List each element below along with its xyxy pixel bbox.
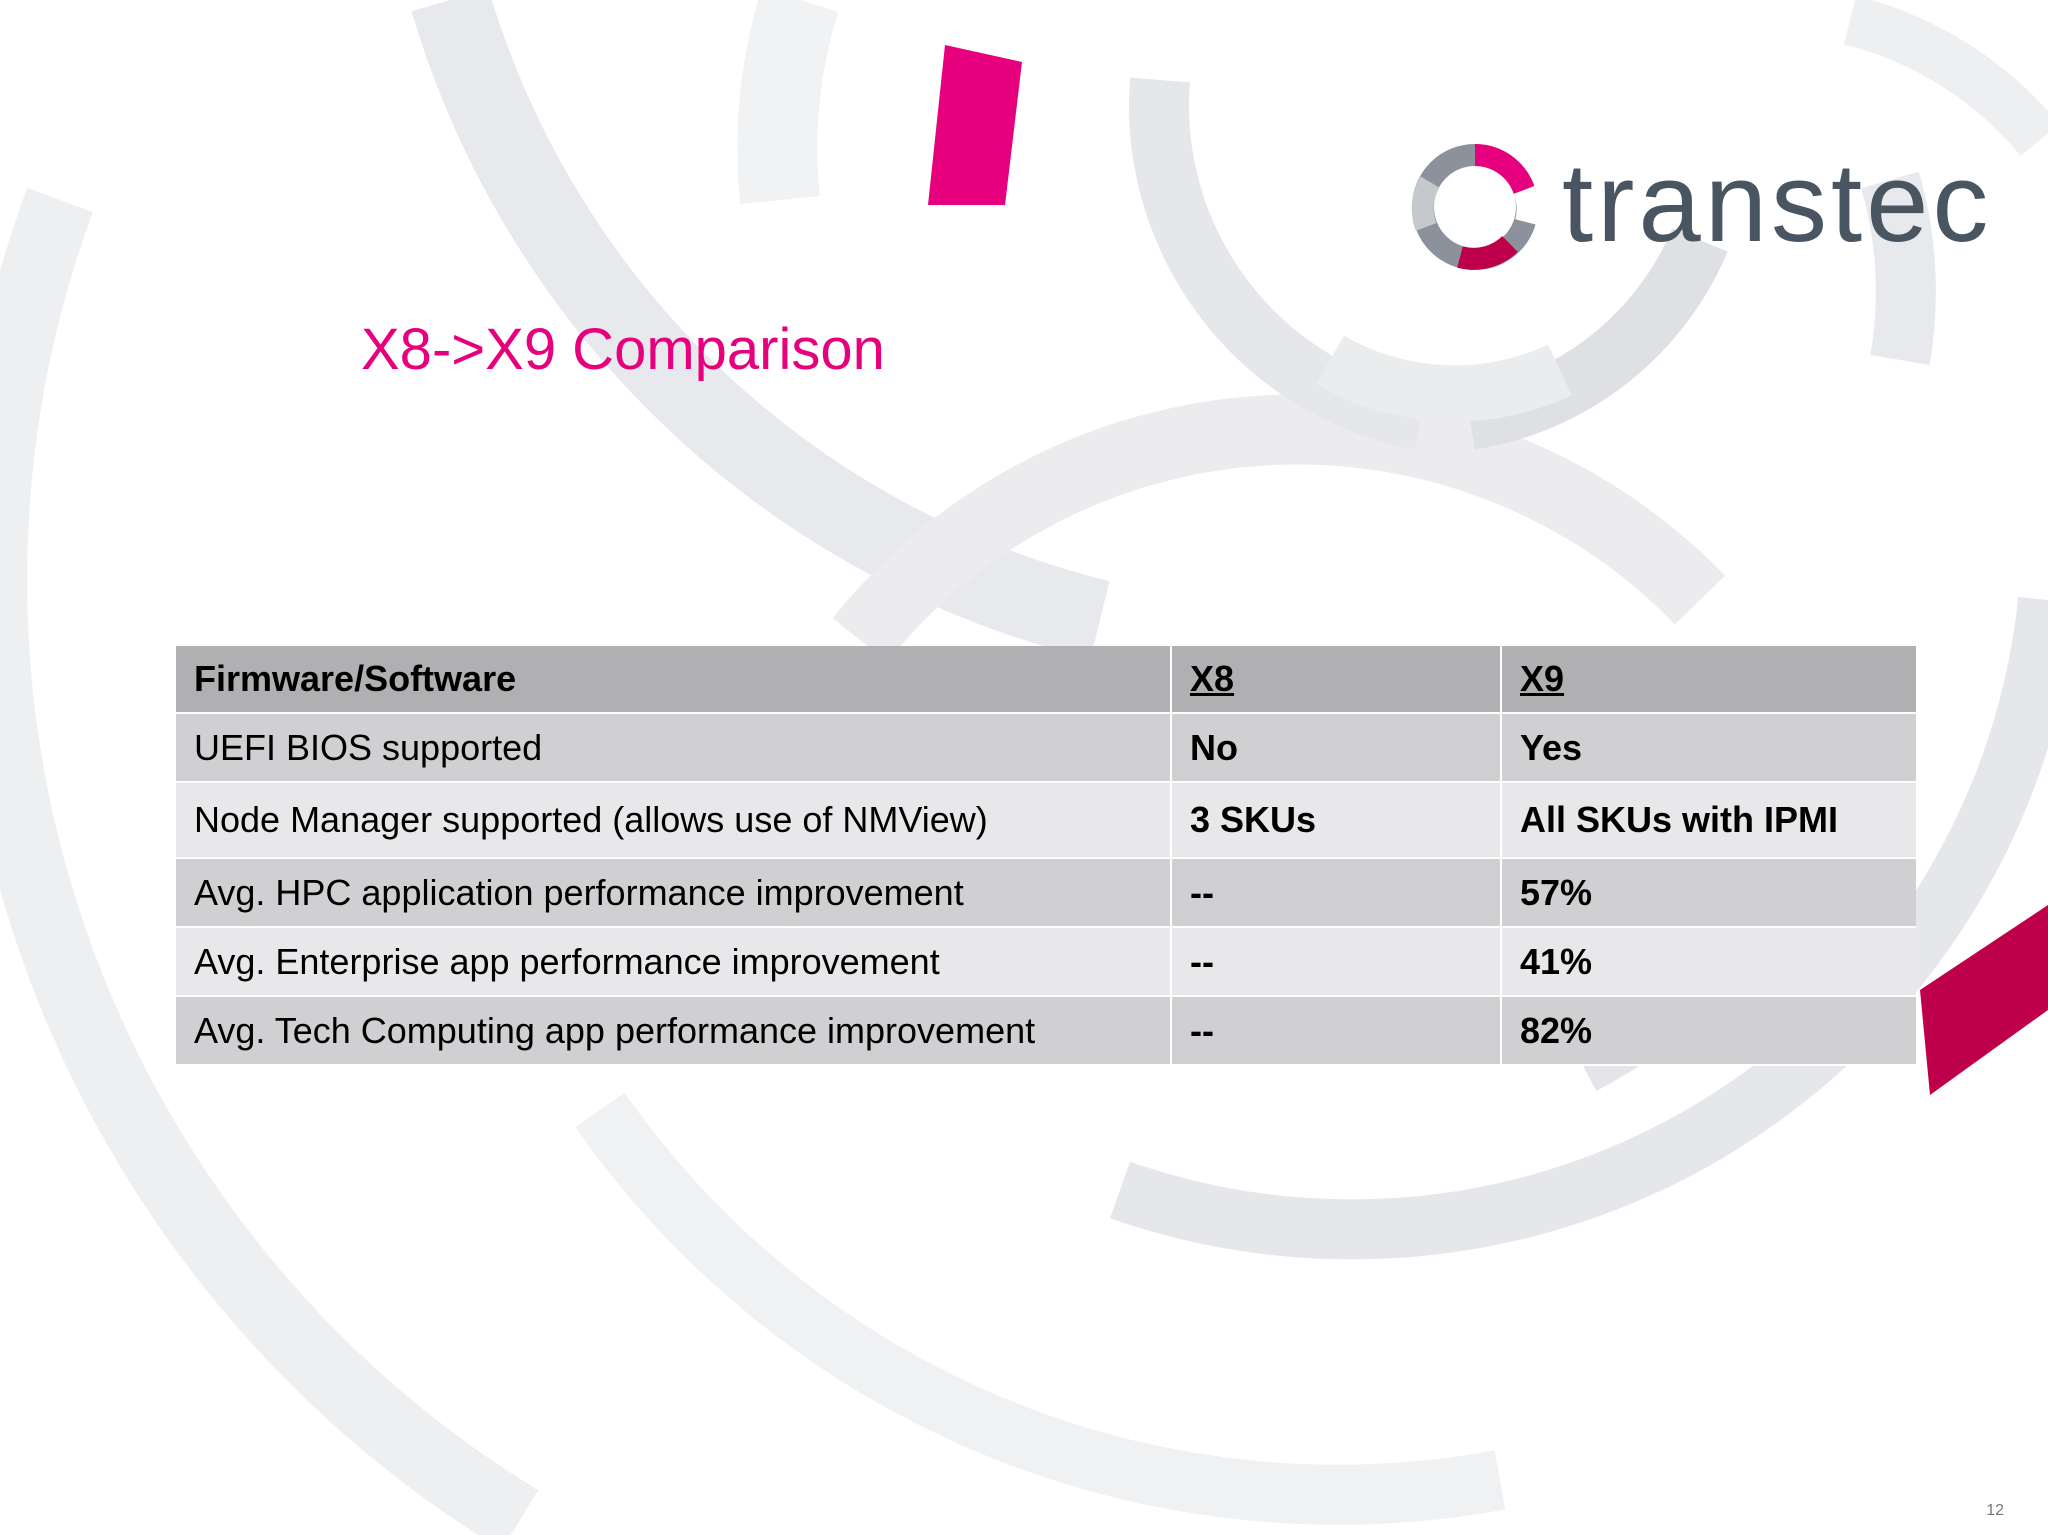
table-header-row: Firmware/Software X8 X9: [176, 646, 1916, 714]
x8-value: No: [1171, 713, 1502, 783]
transtec-ring-logo-icon: [1411, 144, 1539, 270]
x9-value: Yes: [1501, 713, 1916, 783]
x9-value: 57%: [1501, 858, 1916, 928]
x8-value: --: [1171, 927, 1502, 997]
slide-title: X8->X9 Comparison: [361, 317, 885, 382]
comparison-table: Firmware/Software X8 X9 UEFI BIOS suppor…: [176, 646, 1916, 1066]
transtec-logo: transtec: [1400, 132, 1988, 282]
row-label: Avg. Enterprise app performance improvem…: [176, 927, 1172, 997]
header-x8: X8: [1171, 646, 1502, 714]
x9-value: 41%: [1501, 927, 1916, 997]
x8-value: --: [1171, 858, 1502, 928]
row-label: UEFI BIOS supported: [176, 713, 1172, 783]
logo-text: transtec: [1562, 140, 1993, 265]
table-row: Avg. HPC application performance improve…: [176, 858, 1916, 928]
header-firmware-software: Firmware/Software: [176, 646, 1172, 714]
x9-value: 82%: [1501, 996, 1916, 1066]
row-label: Node Manager supported (allows use of NM…: [176, 782, 1172, 859]
header-x9: X9: [1501, 646, 1916, 714]
table-row: Avg. Enterprise app performance improvem…: [176, 927, 1916, 997]
table-row: UEFI BIOS supported No Yes: [176, 713, 1916, 783]
table-row: Avg. Tech Computing app performance impr…: [176, 996, 1916, 1066]
x8-value: 3 SKUs: [1171, 782, 1502, 859]
page-number: 12: [1986, 1502, 2004, 1519]
table-row: Node Manager supported (allows use of NM…: [176, 782, 1916, 859]
x8-value: --: [1171, 996, 1502, 1066]
x9-value: All SKUs with IPMI: [1501, 782, 1916, 859]
row-label: Avg. HPC application performance improve…: [176, 858, 1172, 928]
row-label: Avg. Tech Computing app performance impr…: [176, 996, 1172, 1066]
